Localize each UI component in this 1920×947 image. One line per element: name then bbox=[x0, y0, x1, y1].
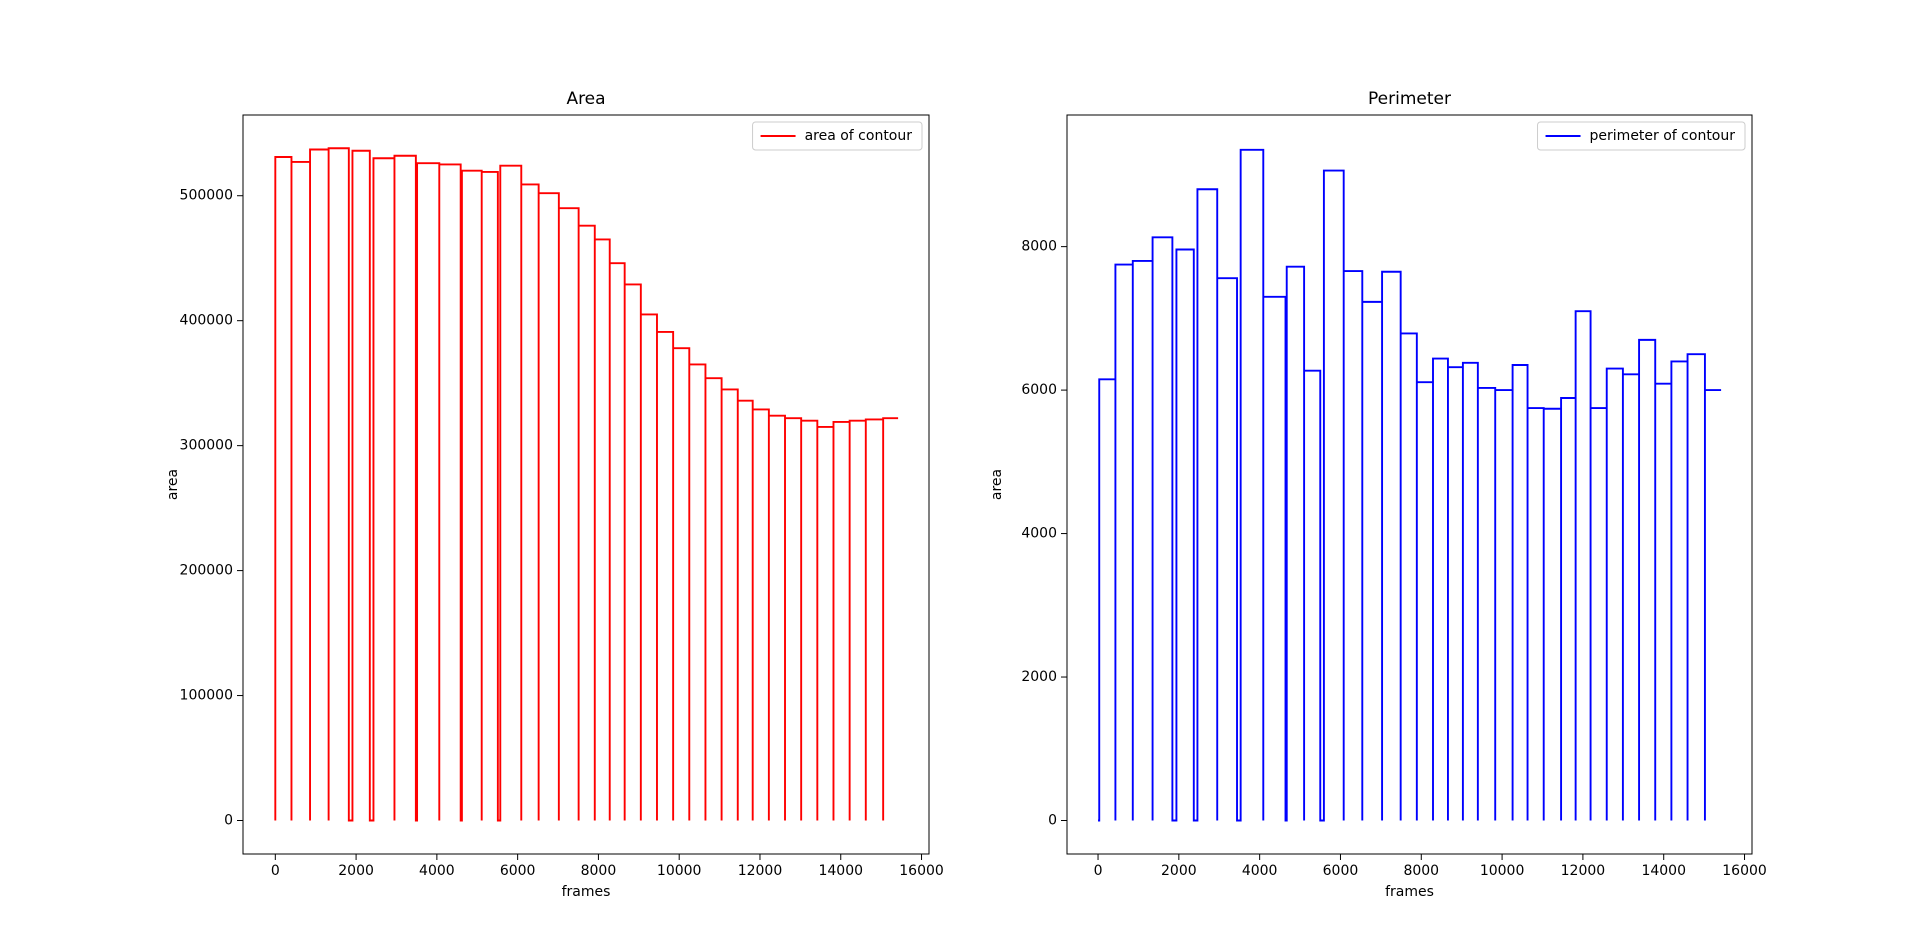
x-tick-label: 8000 bbox=[581, 863, 617, 879]
y-tick-label: 300000 bbox=[180, 438, 233, 454]
y-tick-label: 0 bbox=[1048, 813, 1057, 829]
axes-frame bbox=[1066, 114, 1753, 855]
x-tick-label: 4000 bbox=[419, 863, 455, 879]
x-tick-label: 12000 bbox=[738, 863, 783, 879]
x-tick-label: 16000 bbox=[1722, 863, 1767, 879]
legend-label: perimeter of contour bbox=[1590, 128, 1736, 144]
legend-label: area of contour bbox=[805, 128, 913, 144]
x-tick-label: 8000 bbox=[1403, 863, 1439, 879]
x-axis-label: frames bbox=[562, 884, 611, 900]
legend-box bbox=[752, 121, 923, 151]
legend-box bbox=[1537, 121, 1746, 151]
chart-title: Perimeter bbox=[1368, 89, 1451, 109]
x-tick-label: 6000 bbox=[500, 863, 536, 879]
y-tick-label: 6000 bbox=[1021, 382, 1057, 398]
y-tick-label: 100000 bbox=[180, 688, 233, 704]
x-tick-label: 2000 bbox=[338, 863, 374, 879]
chart-title: Area bbox=[566, 89, 605, 109]
x-tick-label: 6000 bbox=[1323, 863, 1359, 879]
x-tick-label: 0 bbox=[1094, 863, 1103, 879]
x-tick-label: 14000 bbox=[818, 863, 863, 879]
x-tick-label: 10000 bbox=[657, 863, 702, 879]
data-line bbox=[274, 147, 899, 822]
y-tick-label: 400000 bbox=[180, 313, 233, 329]
x-tick-label: 10000 bbox=[1480, 863, 1525, 879]
x-tick-label: 12000 bbox=[1561, 863, 1606, 879]
y-tick-label: 8000 bbox=[1021, 239, 1057, 255]
x-tick-label: 0 bbox=[271, 863, 280, 879]
x-tick-label: 14000 bbox=[1641, 863, 1686, 879]
y-axis-label: area bbox=[165, 469, 181, 500]
y-axis-label: area bbox=[989, 469, 1005, 500]
data-line bbox=[1098, 148, 1722, 822]
y-tick-label: 2000 bbox=[1021, 669, 1057, 685]
axes-frame bbox=[242, 114, 930, 855]
x-tick-label: 2000 bbox=[1161, 863, 1197, 879]
y-tick-label: 500000 bbox=[180, 188, 233, 204]
y-tick-label: 200000 bbox=[180, 563, 233, 579]
x-axis-label: frames bbox=[1385, 884, 1434, 900]
x-tick-label: 4000 bbox=[1242, 863, 1278, 879]
y-tick-label: 0 bbox=[224, 813, 233, 829]
x-tick-label: 16000 bbox=[899, 863, 944, 879]
y-tick-label: 4000 bbox=[1021, 526, 1057, 542]
